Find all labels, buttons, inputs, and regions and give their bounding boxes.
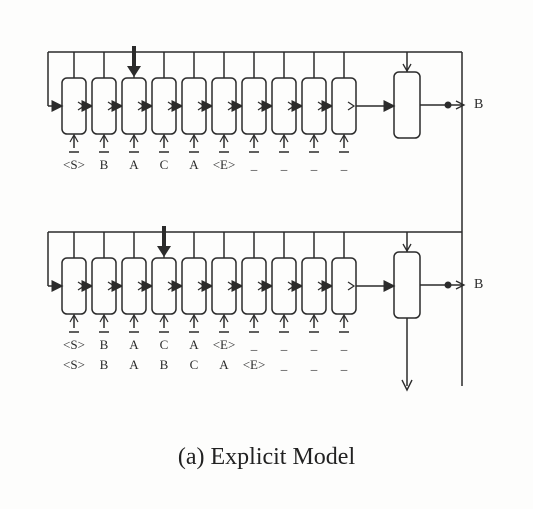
svg-text:A: A [129,157,139,172]
svg-text:A: A [219,357,229,372]
figure-caption: (a) Explicit Model [0,444,533,471]
caption-text: Explicit Model [210,444,355,470]
svg-text:_: _ [280,337,288,352]
svg-text:_: _ [280,357,288,372]
svg-text:A: A [129,337,139,352]
diagram-svg: B<S>BACA<E>____B<S>BACA<E>____<S>BABCA<E… [0,0,533,509]
svg-text:<S>: <S> [63,357,85,372]
figure-container: B<S>BACA<E>____B<S>BACA<E>____<S>BABCA<E… [0,0,533,509]
svg-text:C: C [160,157,169,172]
svg-text:_: _ [310,337,318,352]
caption-prefix: (a) [178,444,211,470]
svg-text:C: C [190,357,199,372]
svg-text:B: B [474,277,483,292]
svg-text:_: _ [280,157,288,172]
svg-text:B: B [160,357,169,372]
svg-text:<S>: <S> [63,337,85,352]
svg-text:<E>: <E> [243,357,266,372]
svg-text:<S>: <S> [63,157,85,172]
svg-text:_: _ [340,337,348,352]
svg-text:_: _ [250,157,258,172]
svg-text:A: A [129,357,139,372]
svg-text:B: B [100,337,109,352]
svg-text:_: _ [250,337,258,352]
svg-text:A: A [189,157,199,172]
svg-text:B: B [100,357,109,372]
svg-text:_: _ [310,357,318,372]
svg-text:A: A [189,337,199,352]
svg-text:B: B [474,97,483,112]
svg-text:C: C [160,337,169,352]
svg-text:B: B [100,157,109,172]
svg-text:_: _ [310,157,318,172]
svg-text:<E>: <E> [213,337,236,352]
svg-text:_: _ [340,157,348,172]
svg-text:<E>: <E> [213,157,236,172]
svg-text:_: _ [340,357,348,372]
